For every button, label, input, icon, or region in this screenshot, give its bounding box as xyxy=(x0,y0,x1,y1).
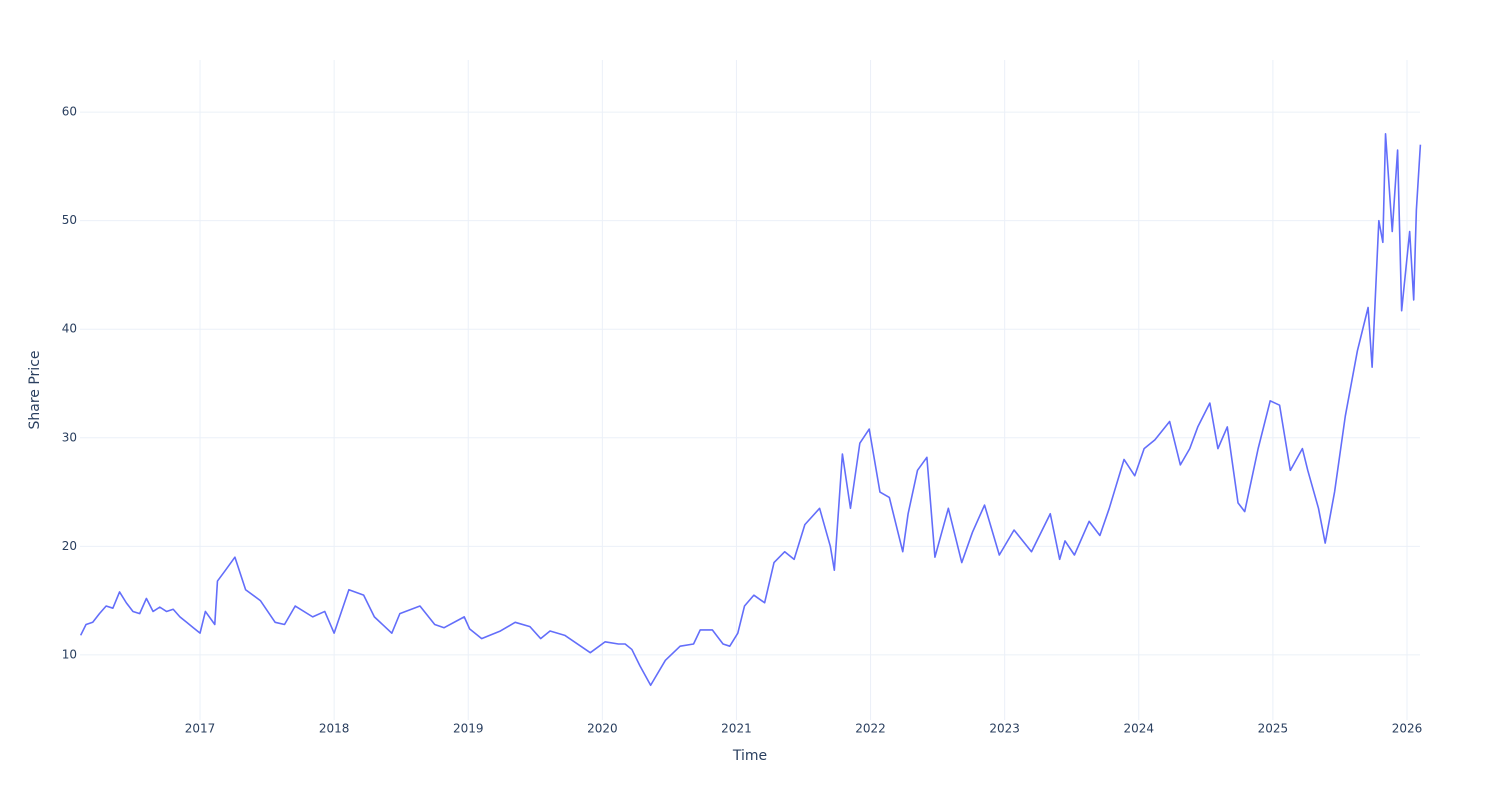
x-tick-label: 2018 xyxy=(319,722,350,736)
y-tick-label: 20 xyxy=(62,539,77,553)
x-tick-label: 2026 xyxy=(1392,722,1423,736)
y-tick-label: 60 xyxy=(62,105,77,119)
y-tick-label: 40 xyxy=(62,322,77,336)
x-tick-label: 2021 xyxy=(721,722,752,736)
x-tick-label: 2025 xyxy=(1258,722,1289,736)
x-tick-label: 2017 xyxy=(185,722,216,736)
x-tick-label: 2023 xyxy=(989,722,1020,736)
y-tick-label: 30 xyxy=(62,430,77,444)
x-tick-label: 2022 xyxy=(855,722,886,736)
x-tick-label: 2024 xyxy=(1124,722,1155,736)
y-axis-title: Share Price xyxy=(27,350,43,429)
price-line xyxy=(79,133,1422,687)
x-tick-label: 2019 xyxy=(453,722,484,736)
y-tick-label: 50 xyxy=(62,213,77,227)
x-axis-title: Time xyxy=(732,748,767,764)
x-tick-label: 2020 xyxy=(587,722,618,736)
y-tick-label: 10 xyxy=(62,647,77,661)
